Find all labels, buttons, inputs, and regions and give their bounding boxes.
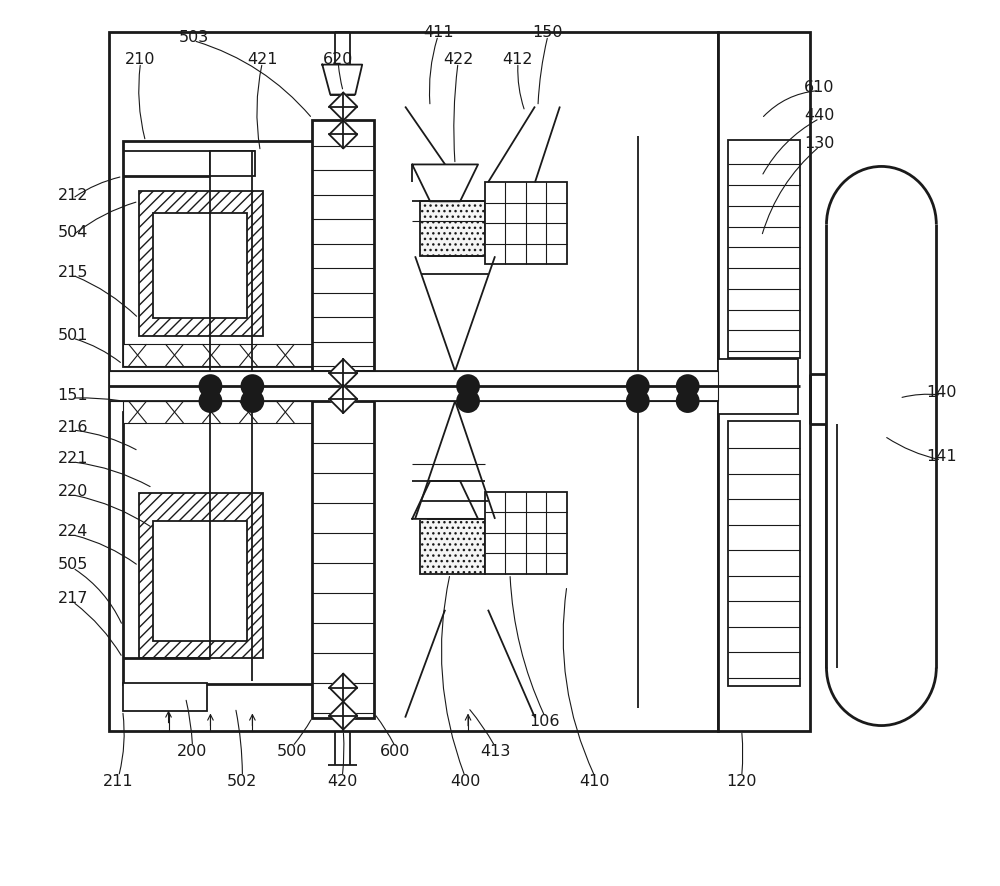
Text: 501: 501	[57, 327, 88, 342]
Polygon shape	[322, 66, 362, 96]
Text: 610: 610	[804, 80, 835, 95]
Text: 106: 106	[530, 713, 560, 728]
Bar	[153, 521, 247, 641]
Bar	[109, 372, 718, 401]
Text: 210: 210	[125, 52, 156, 67]
Text: 502: 502	[227, 773, 258, 788]
Text: 412: 412	[503, 52, 533, 67]
Text: 120: 120	[726, 773, 757, 788]
Text: 410: 410	[580, 773, 610, 788]
Bar	[139, 192, 263, 337]
Polygon shape	[329, 360, 357, 388]
Polygon shape	[329, 93, 357, 121]
Text: 505: 505	[57, 556, 88, 571]
Bar	[123, 345, 327, 367]
Text: 216: 216	[57, 419, 88, 434]
Bar	[123, 413, 327, 684]
Circle shape	[241, 376, 263, 398]
Text: 420: 420	[327, 773, 357, 788]
Bar	[123, 401, 327, 424]
Text: 215: 215	[57, 264, 88, 279]
Text: 413: 413	[480, 743, 510, 758]
Bar	[312, 120, 374, 372]
Bar	[718, 360, 798, 415]
Polygon shape	[329, 674, 357, 702]
Text: 400: 400	[450, 773, 480, 788]
Text: 220: 220	[57, 484, 88, 499]
Polygon shape	[412, 166, 478, 202]
Text: 200: 200	[177, 743, 208, 758]
Text: 504: 504	[57, 224, 88, 239]
Bar	[728, 141, 800, 359]
Circle shape	[677, 376, 699, 398]
Text: 600: 600	[380, 743, 410, 758]
Bar	[312, 401, 374, 718]
Text: 421: 421	[247, 52, 278, 67]
Text: 500: 500	[277, 743, 308, 758]
Bar	[153, 214, 247, 319]
Bar	[728, 422, 800, 686]
Circle shape	[241, 391, 263, 413]
Text: 221: 221	[57, 451, 88, 466]
Circle shape	[457, 376, 479, 398]
Text: 140: 140	[926, 385, 957, 399]
Text: 422: 422	[443, 52, 473, 67]
Text: 212: 212	[57, 188, 88, 203]
Bar	[139, 494, 263, 658]
Text: 130: 130	[804, 136, 835, 151]
Polygon shape	[329, 121, 357, 150]
Text: 620: 620	[323, 52, 353, 67]
Bar	[109, 33, 718, 731]
Text: 141: 141	[926, 449, 957, 464]
Bar	[420, 202, 485, 257]
Circle shape	[677, 391, 699, 413]
Bar	[123, 143, 327, 367]
Text: 151: 151	[57, 387, 88, 402]
Bar	[485, 183, 567, 265]
Bar	[210, 152, 255, 177]
Text: 411: 411	[423, 25, 453, 40]
Polygon shape	[412, 481, 478, 519]
Circle shape	[199, 376, 221, 398]
Circle shape	[199, 391, 221, 413]
Bar	[718, 33, 810, 731]
Bar	[420, 519, 485, 574]
Text: 224: 224	[57, 524, 88, 539]
Circle shape	[457, 391, 479, 413]
Bar	[485, 493, 567, 574]
Circle shape	[627, 376, 649, 398]
Text: 503: 503	[178, 30, 209, 45]
Text: 217: 217	[57, 591, 88, 605]
Text: 211: 211	[103, 773, 134, 788]
Bar	[123, 683, 207, 711]
Polygon shape	[329, 385, 357, 414]
Circle shape	[627, 391, 649, 413]
Text: 440: 440	[804, 108, 835, 123]
Text: 150: 150	[533, 25, 563, 40]
Polygon shape	[329, 702, 357, 730]
